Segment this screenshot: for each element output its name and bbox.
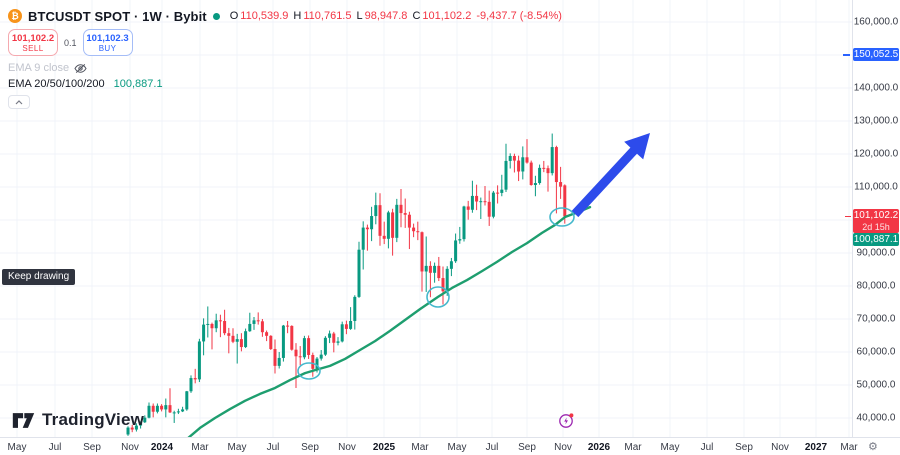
last-price-badge: 101,102.2 2d 15h [853,209,899,234]
month-tick-label: May [7,442,27,453]
chart-legend: ₿ BTCUSDT SPOT · 1W · Bybit O 110,539.9 … [8,8,562,109]
ema-line[interactable] [187,205,592,437]
year-tick-label: 2024 [150,442,174,453]
year-tick-label: 2026 [587,442,611,453]
high-label: H [293,10,302,22]
alert-price-value: 150,052.5 [853,49,899,61]
buy-label: BUY [98,43,117,53]
price-tick-label: 110,000.0 [854,181,898,193]
ohlc-values: O 110,539.9 H 110,761.5 L 98,947.8 C 101… [230,10,562,22]
month-tick-label: Nov [771,442,789,453]
year-tick-label: 2027 [804,442,828,453]
axis-settings-gear-icon[interactable]: ⚙ [868,441,878,453]
low-value: 98,947.8 [364,10,408,22]
alert-price-tick[interactable] [843,53,850,56]
price-tick-label: 70,000.0 [856,313,896,325]
ema-pack-value: 100,887.1 [113,78,163,90]
buy-button[interactable]: 101,102.3 BUY [82,29,133,56]
price-tick-label: 40,000.0 [856,412,896,424]
change-value: -9,437.7 (-8.54%) [476,10,562,22]
price-tick-label: 50,000.0 [856,379,896,391]
month-tick-label: Nov [338,442,356,453]
month-tick-label: Mar [411,442,429,453]
year-tick-label: 2025 [372,442,396,453]
month-tick-label: Jul [48,442,62,453]
price-tick-label: 80,000.0 [856,280,896,292]
btc-logo-icon: ₿ [8,9,22,23]
price-tick-label: 60,000.0 [856,346,896,358]
arrow-annotation[interactable] [571,133,650,218]
month-tick-label: Mar [191,442,209,453]
tradingview-logo-icon [12,412,35,428]
tradingview-logo-text: TradingView [42,410,145,429]
legend-collapse-button[interactable] [8,95,30,109]
month-tick-label: Jul [485,442,499,453]
symbol-title[interactable]: BTCUSDT SPOT · 1W · Bybit [28,8,207,24]
candles[interactable] [126,133,567,436]
ema-price-badge: 100,887.1 [853,233,899,247]
time-axis[interactable]: May Jul Sep Nov 2024 Mar May Jul Sep Nov 2025 Mar Ma… [0,437,900,455]
alert-price-badge[interactable]: 150,052.5 [853,48,899,62]
candlestick-chart-pane[interactable] [0,0,852,437]
last-price-value: 101,102.2 [853,210,899,222]
close-label: C [412,10,421,22]
last-price-tick [845,216,851,218]
month-tick-label: Sep [301,442,319,453]
vertical-gridlines [16,0,850,437]
month-tick-label: Jul [700,442,714,453]
buy-price: 101,102.3 [86,32,129,44]
sell-price: 101,102.2 [11,32,55,44]
month-tick-label: May [447,442,467,453]
spread-value: 0.1 [64,37,77,48]
bar-countdown: 2d 15h [862,222,890,233]
price-tick-label: 90,000.0 [856,247,896,259]
month-tick-label: Sep [518,442,536,453]
ema-price-value: 100,887.1 [853,234,899,246]
month-tick-label: Jul [266,442,280,453]
circle-annotations[interactable] [297,207,575,380]
month-tick-label: Nov [554,442,572,453]
sell-button[interactable]: 101,102.2 SELL [8,29,58,56]
low-label: L [356,10,363,22]
price-tick-label: 120,000.0 [853,148,899,160]
open-label: O [229,10,239,22]
ema-pack-indicator-label[interactable]: EMA 20/50/100/200 [8,78,105,90]
close-value: 101,102.2 [422,10,472,22]
sell-label: SELL [22,43,44,53]
month-tick-label: Nov [121,442,139,453]
high-value: 110,761.5 [303,10,352,22]
price-tick-label: 140,000.0 [853,82,899,94]
eye-hidden-icon[interactable] [74,63,87,74]
month-tick-label: Sep [735,442,753,453]
month-tick-label: May [660,442,680,453]
tradingview-logo[interactable]: TradingView [12,410,144,430]
open-value: 110,539.9 [240,10,289,22]
month-tick-label: Mar [624,442,642,453]
price-tick-label: 130,000.0 [853,115,899,127]
month-tick-label: May [227,442,247,453]
market-open-dot-icon [212,12,220,20]
event-flash-icon[interactable] [558,412,575,429]
price-tick-label: 160,000.0 [853,16,899,28]
keep-drawing-tooltip: Keep drawing [2,269,76,285]
month-tick-label: Mar [840,442,858,453]
month-tick-label: Sep [83,442,101,453]
ema9-indicator-label[interactable]: EMA 9 close [8,62,70,74]
